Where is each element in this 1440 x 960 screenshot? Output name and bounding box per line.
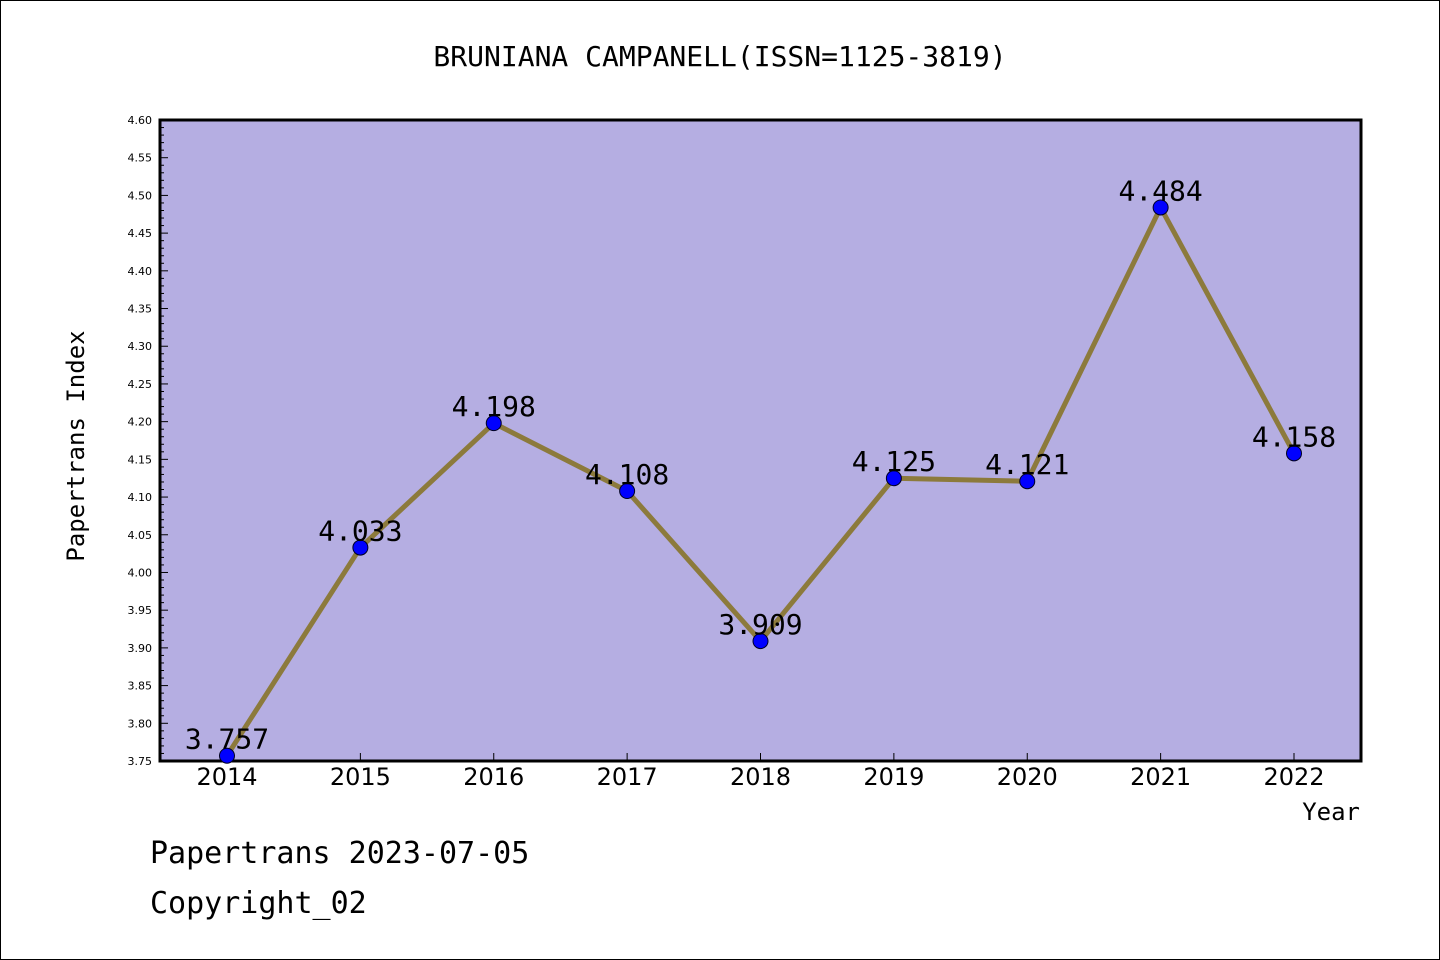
y-tick-label: 4.30 bbox=[128, 340, 153, 353]
x-tick-label: 2021 bbox=[1130, 763, 1191, 791]
y-tick-label: 4.25 bbox=[128, 378, 153, 391]
y-tick-label: 4.50 bbox=[128, 189, 153, 202]
y-tick-label: 3.85 bbox=[128, 680, 153, 693]
x-tick-label: 2018 bbox=[730, 763, 791, 791]
data-point bbox=[1019, 473, 1036, 490]
x-axis: 2014 2015 2016 2017 2018 2019 2020 2021 2022 bbox=[196, 753, 1325, 791]
x-tick-label: 2022 bbox=[1263, 763, 1324, 791]
footer-copyright: Copyright_02 bbox=[150, 886, 367, 921]
chart-title: BRUNIANA CAMPANELL(ISSN=1125-3819) bbox=[433, 40, 1006, 73]
data-label: 4.125 bbox=[852, 445, 936, 478]
y-tick-label: 4.40 bbox=[128, 265, 153, 278]
y-axis-label: Papertrans Index bbox=[62, 330, 90, 561]
y-tick-label: 3.90 bbox=[128, 642, 153, 655]
plot-area bbox=[158, 118, 1363, 763]
data-label: 4.033 bbox=[318, 515, 402, 548]
y-tick-label: 4.05 bbox=[128, 529, 153, 542]
y-tick-label: 4.55 bbox=[128, 152, 153, 165]
y-axis: 3.75 3.80 3.85 3.90 3.95 4.00 4.05 4.10 4.15 4.20… bbox=[128, 114, 168, 768]
data-point bbox=[619, 483, 636, 500]
y-tick-label: 4.35 bbox=[128, 303, 153, 316]
data-label: 4.484 bbox=[1118, 174, 1202, 207]
y-tick-label: 4.60 bbox=[128, 114, 153, 127]
data-point bbox=[219, 747, 235, 764]
footer-date: Papertrans 2023-07-05 bbox=[150, 836, 529, 871]
x-tick-label: 2019 bbox=[863, 763, 924, 791]
x-tick-label: 2017 bbox=[597, 763, 658, 791]
series-layer: 3.757 4.033 4.198 4.108 3.909 4.125 4.121 4.484… bbox=[185, 174, 1336, 764]
data-label: 3.909 bbox=[718, 608, 802, 641]
data-point bbox=[1152, 199, 1169, 216]
data-label: 4.108 bbox=[585, 458, 669, 491]
y-tick-label: 4.20 bbox=[128, 416, 153, 429]
y-tick-label: 4.10 bbox=[128, 491, 153, 504]
data-label: 3.757 bbox=[185, 723, 269, 756]
data-point bbox=[352, 539, 369, 556]
data-point bbox=[752, 633, 769, 650]
y-tick-label: 4.45 bbox=[128, 227, 153, 240]
y-tick-label: 4.00 bbox=[128, 566, 153, 579]
x-tick-label: 2015 bbox=[330, 763, 391, 791]
y-tick-label: 3.75 bbox=[128, 755, 153, 768]
x-tick-label: 2014 bbox=[196, 763, 257, 791]
x-tick-label: 2020 bbox=[997, 763, 1058, 791]
data-label: 4.158 bbox=[1252, 420, 1336, 453]
data-label: 4.198 bbox=[452, 390, 536, 423]
data-point bbox=[885, 470, 902, 487]
x-tick-label: 2016 bbox=[463, 763, 524, 791]
data-point bbox=[485, 415, 502, 432]
y-tick-label: 3.95 bbox=[128, 604, 153, 617]
x-axis-label: Year bbox=[1302, 798, 1360, 826]
y-tick-label: 4.15 bbox=[128, 453, 153, 466]
y-tick-label: 3.80 bbox=[128, 717, 153, 730]
data-label: 4.121 bbox=[985, 448, 1069, 481]
data-point bbox=[1286, 445, 1302, 462]
